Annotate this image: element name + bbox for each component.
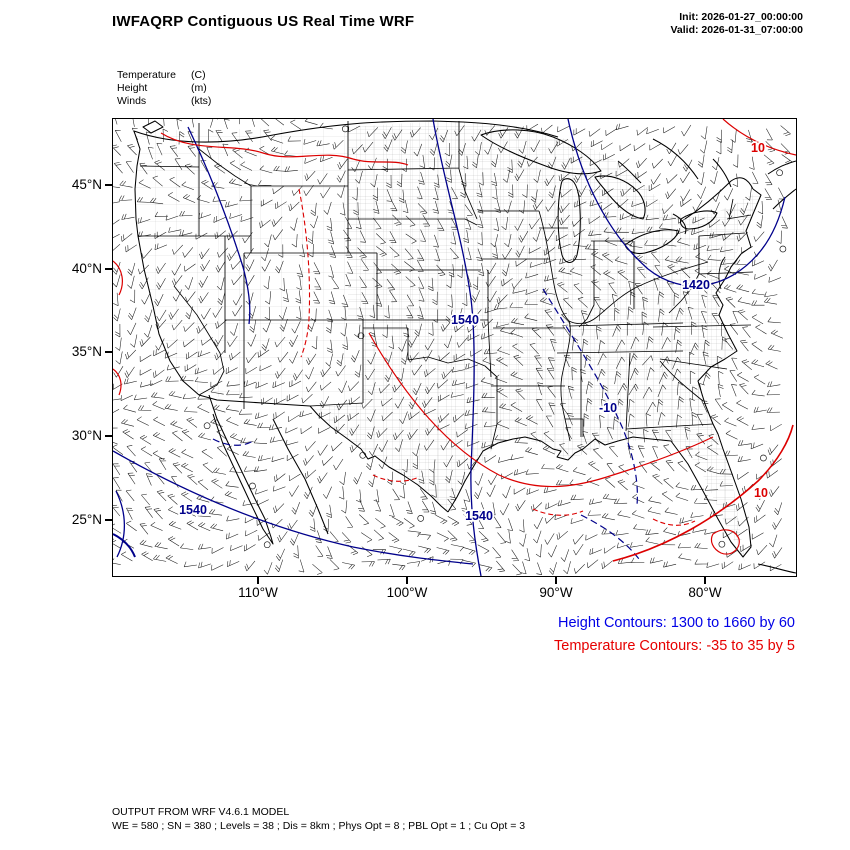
lon-label: 90°W	[539, 585, 573, 600]
contour-label: 10	[754, 486, 768, 500]
lon-label: 80°W	[688, 585, 722, 600]
contour-label: 1420	[682, 278, 710, 292]
variable-unit: (C)	[191, 69, 206, 81]
lat-tick	[105, 519, 112, 521]
init-time: Init: 2026-01-27_00:00:00	[679, 11, 803, 23]
height-contour-legend: Height Contours: 1300 to 1660 by 60	[558, 615, 795, 631]
calm-circle	[779, 245, 787, 253]
contour-legend: Height Contours: 1300 to 1660 by 60 Temp…	[554, 615, 795, 661]
lat-label: 40°N	[71, 261, 102, 276]
lon-label: 110°W	[238, 585, 278, 600]
variable-unit: (m)	[191, 82, 207, 94]
variable-row-temperature: Temperature (C)	[117, 69, 211, 82]
wind-barbs	[113, 119, 793, 576]
lat-tick	[105, 351, 112, 353]
contour-label: -10	[599, 401, 617, 415]
plot-title: IWFAQRP Contiguous US Real Time WRF	[112, 13, 415, 30]
variable-row-winds: Winds (kts)	[117, 95, 211, 108]
contour-label: 10	[751, 141, 765, 155]
variable-unit: (kts)	[191, 95, 212, 107]
calm-circle	[718, 540, 726, 548]
calm-circle	[249, 482, 256, 490]
state-boundaries	[138, 121, 754, 450]
contour-label: 1540	[451, 313, 479, 327]
calm-wind-circles	[203, 125, 787, 549]
footer-config-line: WE = 580 ; SN = 380 ; Levels = 38 ; Dis …	[112, 820, 526, 832]
map-frame: 10 1420 1540 -10 1540 1540 10	[112, 118, 797, 577]
lat-label: 25°N	[71, 512, 102, 527]
contour-label: 1540	[465, 509, 493, 523]
lon-tick	[406, 577, 408, 584]
lat-label: 35°N	[71, 344, 102, 359]
variable-name: Height	[117, 82, 148, 94]
temperature-contours	[113, 119, 796, 562]
valid-time: Valid: 2026-01-31_07:00:00	[670, 24, 803, 36]
variable-row-height: Height (m)	[117, 82, 211, 95]
lon-tick	[257, 577, 259, 584]
lon-tick	[555, 577, 557, 584]
lat-label: 30°N	[71, 428, 102, 443]
lat-label: 45°N	[71, 177, 102, 192]
height-contours	[113, 119, 786, 576]
model-times: Init: 2026-01-27_00:00:00 Valid: 2026-01…	[670, 11, 803, 37]
coastlines	[133, 120, 796, 574]
temperature-contour-legend: Temperature Contours: -35 to 35 by 5	[554, 638, 795, 654]
lat-tick	[105, 184, 112, 186]
calm-circle	[263, 541, 271, 549]
lon-label: 100°W	[386, 585, 428, 600]
calm-circle	[760, 454, 767, 462]
conus-map: 10 1420 1540 -10 1540 1540 10	[113, 119, 796, 576]
variable-name: Winds	[117, 95, 147, 107]
calm-circle	[776, 169, 783, 177]
footer-model-line: OUTPUT FROM WRF V4.6.1 MODEL	[112, 806, 290, 818]
temperature-contours-dashed	[298, 188, 696, 526]
lon-tick	[704, 577, 706, 584]
contour-label: 1540	[179, 503, 207, 517]
calm-circle	[417, 515, 425, 522]
lat-tick	[105, 268, 112, 270]
variable-name: Temperature	[117, 69, 176, 81]
contour-labels: 10 1420 1540 -10 1540 1540 10	[177, 139, 769, 525]
calm-circle	[203, 422, 211, 430]
footer-info: OUTPUT FROM WRF V4.6.1 MODEL WE = 580 ; …	[112, 805, 525, 833]
calm-circle	[357, 332, 365, 340]
variables-legend: Temperature (C) Height (m) Winds (kts)	[117, 69, 211, 108]
lat-tick	[105, 435, 112, 437]
